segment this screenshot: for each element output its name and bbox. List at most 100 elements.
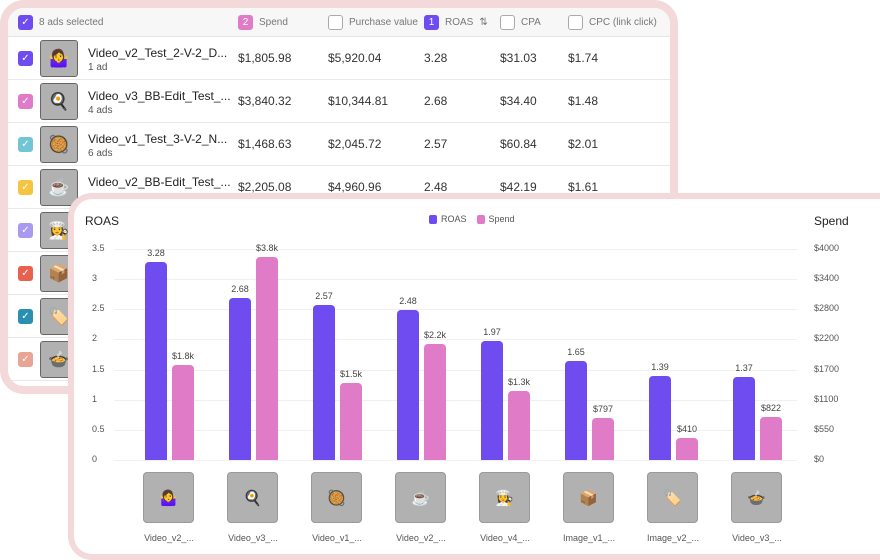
- ad-thumbnail: 🥘: [40, 126, 78, 163]
- ad-name[interactable]: Video_v3_BB-Edit_Test_...: [88, 89, 231, 103]
- ad-thumbnail: 🍳: [40, 83, 78, 120]
- roas-bar[interactable]: [313, 305, 335, 460]
- ad-thumbnail: 🤷‍♀️: [40, 40, 78, 77]
- left-tick: 1: [92, 393, 98, 404]
- right-tick: $4000: [814, 243, 840, 253]
- category-label: Video_v3_...: [732, 533, 782, 543]
- cell-purchase-value: $2,045.72: [328, 137, 382, 151]
- ad-count: 4 ads: [88, 105, 113, 116]
- legend-roas[interactable]: ROAS: [429, 214, 467, 225]
- chart-legend: ROAS Spend: [429, 214, 515, 225]
- legend-swatch: [476, 215, 485, 225]
- cell-cpc: $1.61: [568, 180, 599, 194]
- cell-spend: $1,805.98: [238, 51, 292, 65]
- ad-thumbnail[interactable]: 🥘: [311, 472, 362, 523]
- ad-name[interactable]: Video_v2_BB-Edit_Test_...: [88, 175, 231, 189]
- column-header[interactable]: CPA: [500, 15, 541, 30]
- column-header[interactable]: Purchase value: [328, 15, 418, 30]
- right-tick: $1700: [814, 363, 840, 374]
- column-toggle-checkbox[interactable]: 1: [424, 15, 439, 30]
- select-all-checkbox[interactable]: ✓: [18, 15, 33, 30]
- cell-roas: 3.28: [424, 51, 448, 65]
- ad-thumbnail[interactable]: 🍲: [731, 472, 782, 523]
- right-tick: $2800: [814, 303, 840, 314]
- column-header[interactable]: 2 Spend: [238, 15, 288, 30]
- roas-bar[interactable]: [397, 310, 419, 460]
- spend-bar[interactable]: [256, 257, 278, 460]
- cell-cpc: $1.48: [568, 94, 599, 108]
- spend-data-label: $1.3k: [507, 377, 531, 388]
- category-label: Video_v4_...: [480, 533, 530, 543]
- ad-thumbnail: ☕: [40, 169, 78, 206]
- row-checkbox[interactable]: ✓: [18, 352, 33, 367]
- spend-bar[interactable]: [424, 343, 446, 460]
- row-checkbox[interactable]: ✓: [18, 223, 33, 238]
- row-checkbox[interactable]: ✓: [18, 51, 33, 66]
- chart-panel: ROAS Spend ROAS Spend 0 $0 0.5 $550 1 $1100 1.…: [68, 193, 880, 560]
- category-label: Video_v1_...: [312, 533, 362, 543]
- cell-roas: 2.48: [424, 180, 448, 194]
- right-tick: $0: [814, 454, 825, 464]
- column-header[interactable]: 1 ROAS ⇅: [424, 15, 488, 30]
- ad-thumbnail[interactable]: 📦: [563, 472, 614, 523]
- table-row[interactable]: ✓ 🤷‍♀️ Video_v2_Test_2-V-2_D... 1 ad $1,805.…: [8, 37, 670, 80]
- gridline: [114, 369, 797, 371]
- spend-bar[interactable]: [340, 382, 362, 460]
- left-tick: 2: [92, 333, 98, 344]
- row-checkbox[interactable]: ✓: [18, 180, 33, 195]
- ad-thumbnail[interactable]: 🍳: [227, 472, 278, 523]
- roas-data-label: 1.97: [483, 327, 501, 338]
- roas-bar[interactable]: [145, 262, 167, 460]
- cell-cpa: $31.03: [500, 51, 537, 65]
- row-checkbox[interactable]: ✓: [18, 309, 33, 324]
- select-all[interactable]: ✓ 8 ads selected: [18, 15, 104, 30]
- left-tick: 3.5: [92, 243, 105, 253]
- spend-bar[interactable]: [508, 391, 530, 460]
- roas-bar[interactable]: [565, 360, 587, 460]
- spend-data-label: $1.8k: [171, 350, 195, 361]
- ad-thumbnail[interactable]: 🏷️: [647, 472, 698, 523]
- roas-data-label: 2.68: [231, 284, 249, 295]
- gridline: [114, 249, 797, 250]
- spend-bar[interactable]: [172, 364, 194, 460]
- ad-name[interactable]: Video_v1_Test_3-V-2_N...: [88, 132, 228, 146]
- ad-name[interactable]: Video_v2_Test_2-V-2_D...: [88, 46, 228, 60]
- cell-purchase-value: $5,920.04: [328, 51, 382, 65]
- roas-bar[interactable]: [481, 341, 503, 460]
- column-header[interactable]: CPC (link click): [568, 15, 657, 30]
- sort-desc-icon[interactable]: ⇅: [479, 17, 488, 28]
- column-toggle-checkbox[interactable]: [568, 15, 583, 30]
- row-checkbox[interactable]: ✓: [18, 94, 33, 109]
- column-toggle-checkbox[interactable]: 2: [238, 15, 253, 30]
- spend-bar[interactable]: [592, 417, 614, 460]
- spend-bar[interactable]: [676, 438, 698, 460]
- cell-roas: 2.68: [424, 94, 448, 108]
- roas-bar[interactable]: [229, 298, 251, 460]
- spend-data-label: $822: [760, 402, 782, 413]
- cell-cpa: $34.40: [500, 94, 537, 108]
- gridline: [114, 429, 797, 431]
- column-toggle-checkbox[interactable]: [328, 15, 343, 30]
- spend-data-label: $410: [676, 424, 698, 435]
- ad-thumbnail[interactable]: 🤷‍♀️: [143, 472, 194, 523]
- roas-data-label: 1.65: [567, 346, 585, 357]
- roas-bar[interactable]: [649, 376, 671, 460]
- roas-bar[interactable]: [733, 377, 755, 460]
- spend-data-label: $1.5k: [339, 368, 363, 379]
- row-checkbox[interactable]: ✓: [18, 266, 33, 281]
- left-tick: 2.5: [92, 303, 105, 314]
- legend-label: ROAS: [441, 214, 467, 224]
- table-row[interactable]: ✓ 🍳 Video_v3_BB-Edit_Test_... 4 ads $3,840.3…: [8, 80, 670, 123]
- ad-thumbnail[interactable]: ☕: [395, 472, 446, 523]
- left-tick: 3: [92, 273, 98, 284]
- ad-thumbnail[interactable]: 👩‍🍳: [479, 472, 530, 523]
- roas-data-label: 2.57: [315, 291, 333, 302]
- category-label: Video_v3_...: [228, 533, 278, 543]
- legend-spend[interactable]: Spend: [476, 214, 515, 225]
- column-toggle-checkbox[interactable]: [500, 15, 515, 30]
- table-row[interactable]: ✓ 🥘 Video_v1_Test_3-V-2_N... 6 ads $1,468.63…: [8, 123, 670, 166]
- column-label: ROAS: [445, 17, 474, 28]
- row-checkbox[interactable]: ✓: [18, 137, 33, 152]
- spend-bar[interactable]: [760, 416, 782, 460]
- column-label: Purchase value: [349, 17, 418, 28]
